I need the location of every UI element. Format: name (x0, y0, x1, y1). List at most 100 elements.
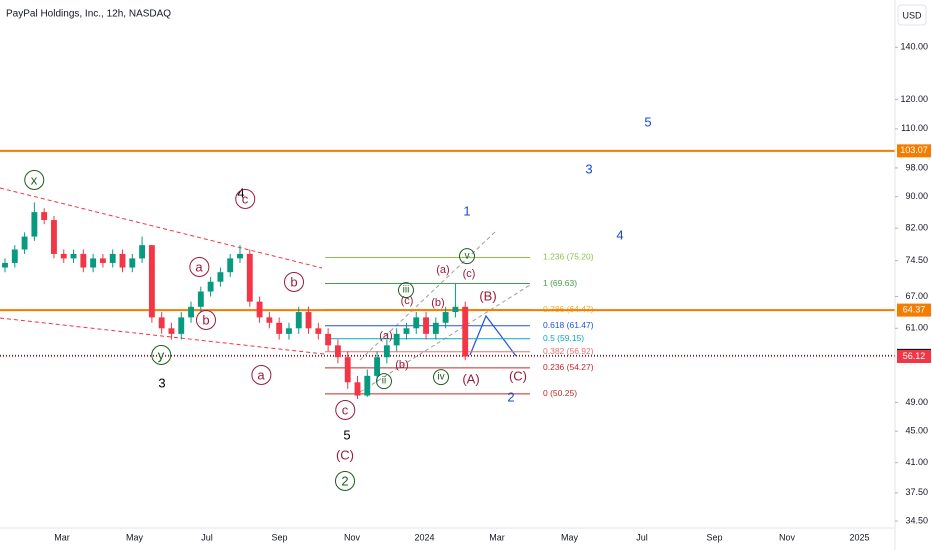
x-tick-label: Sep (706, 532, 722, 542)
y-tick-label: 140.00 (900, 42, 928, 52)
candle-body (168, 328, 175, 334)
wave-label: (c) (463, 268, 476, 280)
y-tick-label: 120.00 (900, 94, 928, 104)
candle-body (246, 253, 253, 302)
wave-label: a (257, 367, 265, 382)
candle-body (109, 253, 116, 263)
wave-label: x (31, 172, 38, 187)
wave-circle (398, 282, 414, 299)
wave-labels: 5 3 4 1 2 4 3 5 (C) (B) (A) (C) x y c a … (24, 114, 652, 491)
candle-body (70, 253, 77, 259)
candle-body (393, 333, 400, 346)
y-tick-label: 82.00 (905, 223, 928, 233)
wave-label: 2 (507, 389, 514, 404)
wave-circle (335, 399, 356, 420)
wave-label: (C) (336, 447, 354, 462)
wave-label: iv (437, 372, 444, 383)
wave-circle (196, 309, 216, 330)
candle-body (276, 322, 283, 334)
currency-box (897, 4, 927, 26)
candle-body (227, 258, 234, 273)
wave-label: 5 (343, 427, 350, 442)
wave-circle (151, 344, 172, 365)
wave-circle (284, 271, 304, 292)
wave-label: (b) (431, 297, 444, 309)
fib-label: 1 (69.63) (543, 278, 577, 288)
wave-label: 1 (463, 203, 470, 218)
price-label-box (897, 144, 931, 158)
fib-label: 0.236 (54.27) (543, 362, 594, 372)
wave-label: v (465, 251, 470, 262)
wave-label: 5 (644, 114, 651, 129)
wave-label: 4 (237, 185, 244, 200)
candle-body (90, 258, 97, 268)
candle-body (197, 291, 204, 307)
wave-label: (a) (436, 264, 449, 276)
candle-body (217, 272, 224, 282)
y-tick-label: 37.50 (905, 487, 928, 497)
y-tick-label: 110.00 (901, 123, 928, 133)
y-tick-label: 45.00 (905, 426, 928, 436)
price-label: 64.37 (903, 304, 926, 314)
y-tick-label: 41.00 (905, 457, 928, 467)
candle-body (325, 333, 332, 346)
wave-circle (189, 256, 210, 277)
wave-label: (a) (379, 330, 392, 342)
wave-circle (433, 369, 449, 386)
fib-label: 0.618 (61.47) (543, 320, 594, 330)
y-tick-label: 67.00 (905, 291, 928, 301)
candle-body (462, 306, 469, 357)
wave-circle (376, 373, 392, 390)
wave-label: b (202, 312, 209, 327)
candle-body (158, 317, 165, 329)
price-label-box (897, 303, 931, 317)
candle-body (2, 262, 8, 268)
y-tick-label: 74.50 (905, 255, 928, 265)
candle-body (305, 312, 312, 329)
candle-body (129, 258, 136, 268)
wave-label: c (242, 191, 249, 206)
wave-label: 3 (158, 375, 165, 390)
wave-circle (335, 470, 355, 491)
candle-body (21, 236, 28, 250)
y-tick-label: 90.00 (905, 191, 928, 201)
y-tick-label: 34.50 (905, 515, 928, 525)
candle-body (139, 245, 146, 259)
wave-circle (251, 364, 272, 385)
fib-label: 0.786 (64.47) (543, 304, 594, 314)
candle-body (148, 245, 155, 318)
candle-body (99, 258, 106, 263)
candle-body (295, 312, 302, 329)
fib-label: 0.5 (59.15) (543, 333, 584, 343)
marks: 1.236 (75.20) 1 (69.63) 0.786 (64.47) 0.618… (0, 149, 895, 399)
trend-line (0, 317, 325, 355)
x-tick-label: May (126, 532, 144, 542)
x-tick-label: Sep (271, 532, 287, 542)
candle-body (60, 253, 67, 259)
x-tick-label: Jul (201, 532, 213, 542)
wave-circle (459, 248, 475, 265)
x-tick-label: May (561, 532, 579, 542)
candle-body (315, 328, 322, 334)
currency: USD (902, 10, 922, 20)
x-tick-label: 2024 (414, 532, 434, 542)
candle-body (119, 253, 126, 268)
candle-body (11, 249, 18, 263)
trend-line (0, 187, 323, 269)
candle-body (256, 301, 263, 318)
fib-label: 0.382 (56.92) (543, 346, 594, 356)
price-label-box (897, 349, 931, 363)
wave-label: 3 (585, 161, 592, 176)
candle-body (188, 306, 194, 318)
x-tick-label: Mar (54, 532, 70, 542)
wave-label: b (290, 274, 297, 289)
candle-body (266, 317, 273, 323)
fib-label: 0 (50.25) (543, 388, 577, 398)
chart-title: PayPal Holdings, Inc., 12h, NASDAQ (6, 9, 171, 20)
projection (469, 314, 517, 357)
wave-circle (235, 188, 256, 209)
candle-body (41, 212, 48, 221)
candle-body (452, 306, 459, 313)
